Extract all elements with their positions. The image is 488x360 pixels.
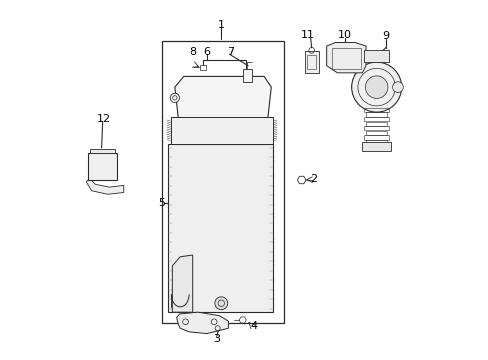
Text: 11: 11: [301, 30, 314, 40]
Bar: [365, 122, 386, 126]
Polygon shape: [326, 42, 365, 73]
Bar: [364, 135, 388, 140]
Text: θ: θ: [219, 300, 223, 306]
Bar: [362, 143, 390, 152]
Bar: [304, 51, 318, 73]
Text: 12: 12: [96, 113, 110, 123]
Polygon shape: [175, 76, 271, 119]
Bar: [365, 112, 386, 117]
Text: 5: 5: [158, 198, 165, 208]
Circle shape: [351, 62, 401, 112]
Text: 7: 7: [226, 47, 233, 57]
Bar: [167, 144, 272, 312]
Bar: [364, 126, 388, 130]
Bar: [307, 55, 315, 69]
Bar: [365, 131, 386, 135]
Bar: [90, 149, 115, 153]
Text: 9: 9: [381, 31, 388, 41]
Bar: [364, 50, 388, 62]
Circle shape: [392, 82, 403, 93]
Circle shape: [365, 76, 387, 98]
Text: 6: 6: [203, 47, 210, 57]
Polygon shape: [176, 312, 228, 334]
Text: 2: 2: [309, 174, 316, 184]
Bar: [365, 140, 386, 144]
Bar: [171, 117, 272, 144]
Polygon shape: [86, 178, 123, 194]
Circle shape: [214, 297, 227, 310]
Bar: [242, 69, 251, 82]
Bar: [162, 41, 283, 323]
Text: 10: 10: [337, 30, 351, 40]
Text: 4: 4: [250, 321, 257, 331]
Bar: [88, 153, 116, 180]
Polygon shape: [172, 255, 192, 312]
Bar: [364, 117, 388, 121]
Circle shape: [170, 93, 179, 103]
Text: 8: 8: [189, 47, 196, 57]
Text: 3: 3: [213, 334, 220, 344]
Text: 1: 1: [217, 19, 224, 30]
Bar: [364, 108, 388, 112]
Bar: [331, 48, 360, 69]
Bar: [200, 64, 206, 70]
